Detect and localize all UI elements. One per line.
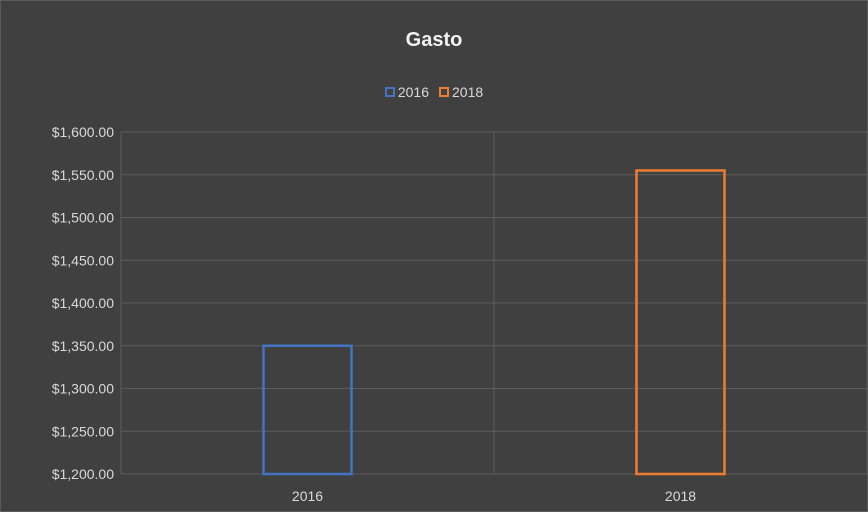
- x-tick-label: 2016: [292, 488, 323, 504]
- y-tick-label: $1,550.00: [52, 167, 114, 183]
- legend: 2016 2018: [1, 84, 867, 100]
- bar-2018: [635, 169, 726, 476]
- y-tick-label: $1,300.00: [52, 381, 114, 397]
- bar-2016: [262, 344, 353, 476]
- legend-label-2018: 2018: [452, 84, 484, 100]
- legend-swatch-2016: [384, 87, 395, 97]
- y-tick-label: $1,500.00: [52, 210, 114, 226]
- y-tick-label: $1,350.00: [52, 338, 114, 354]
- y-tick-label: $1,250.00: [52, 423, 114, 439]
- y-tick-label: $1,450.00: [52, 252, 114, 268]
- x-tick-label: 2018: [665, 488, 696, 504]
- y-tick-label: $1,200.00: [52, 466, 114, 482]
- legend-label-2016: 2016: [397, 84, 429, 100]
- y-tick-label: $1,400.00: [52, 295, 114, 311]
- legend-swatch-2018: [439, 87, 449, 97]
- legend-item-2018: 2018: [439, 84, 483, 100]
- legend-item-2016: 2016: [384, 84, 429, 100]
- y-tick-label: $1,600.00: [52, 124, 114, 140]
- chart-title: Gasto: [405, 29, 463, 51]
